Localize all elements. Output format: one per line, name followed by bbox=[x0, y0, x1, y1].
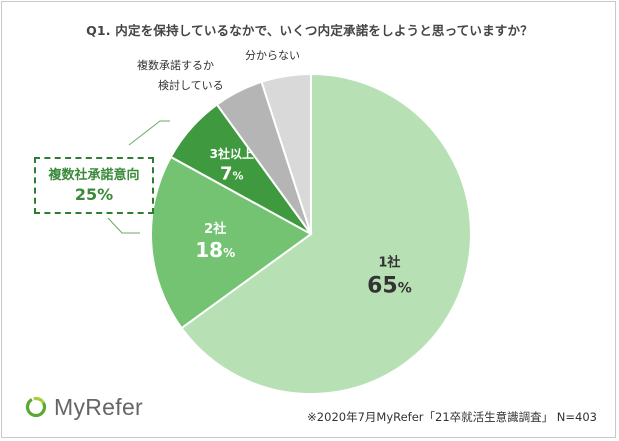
slice-percent-label: 18% bbox=[195, 238, 235, 262]
label-considering-line2: 検討している bbox=[158, 79, 224, 92]
logo-text: MyRefer bbox=[54, 393, 144, 420]
slice-percent-label: 65% bbox=[367, 274, 412, 299]
slice-name-label: 1社 bbox=[378, 254, 400, 270]
myrefer-ring-logo-icon bbox=[25, 396, 47, 418]
myrefer-logo: MyRefer bbox=[24, 392, 143, 422]
slice-name-label: 3社以上 bbox=[210, 146, 254, 161]
multiple-acceptance-callout: 複数社承諾意向 25% bbox=[34, 157, 154, 214]
label-considering-line1: 複数承諾するか bbox=[137, 59, 214, 72]
footnote: ※2020年7月MyRefer「21卒就活生意識調査」 N=403 bbox=[307, 410, 597, 424]
callout-value: 25% bbox=[74, 185, 114, 204]
callout-leader-top bbox=[128, 120, 170, 146]
label-unknown: 分からない bbox=[245, 49, 300, 62]
slice-percent-label: 7% bbox=[220, 163, 244, 184]
callout-name: 複数社承諾意向 bbox=[48, 168, 140, 183]
chart-title: Q1. 内定を保持しているなかで、いくつ内定承諾をしようと思っていますか？ bbox=[86, 23, 533, 38]
pie-slice bbox=[260, 72, 312, 235]
slice-name-label: 2社 bbox=[204, 221, 226, 237]
callout-leader-bottom bbox=[107, 217, 140, 234]
pie-slice bbox=[180, 72, 472, 395]
pie-slice bbox=[150, 155, 313, 330]
